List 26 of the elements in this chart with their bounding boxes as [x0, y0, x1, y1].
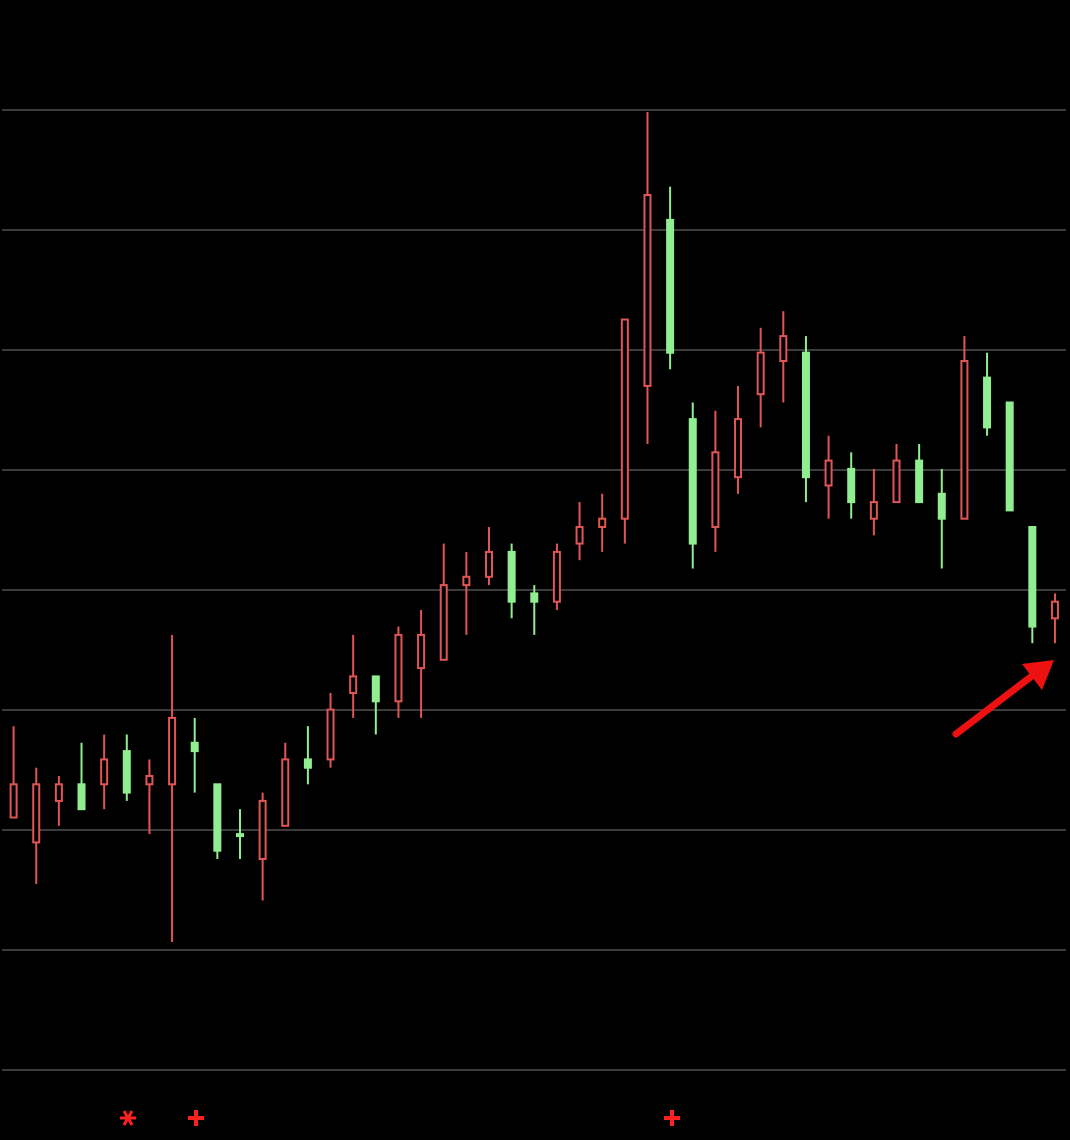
candlestick [575, 501, 584, 562]
candlestick [190, 716, 199, 794]
candlestick [756, 326, 765, 429]
candlestick [303, 725, 312, 786]
candlestick [122, 733, 131, 802]
candlestick [417, 609, 426, 719]
candlestick [235, 808, 244, 860]
candlestick [937, 467, 946, 570]
candlestick [530, 584, 539, 636]
candlestick [9, 725, 18, 819]
candlestick [462, 550, 471, 636]
candlestick [145, 758, 154, 836]
candlestick [1050, 592, 1059, 645]
candlestick [371, 675, 380, 736]
candlestick [915, 443, 924, 504]
candlestick [779, 310, 788, 404]
candlestick [598, 492, 607, 553]
candlestick [485, 526, 494, 587]
candlestick [100, 733, 109, 811]
candlestick [77, 741, 86, 811]
candlestick [349, 633, 358, 719]
candlestick [824, 434, 833, 520]
candlestick [892, 443, 901, 504]
candlestick [869, 467, 878, 537]
candlestick [847, 451, 856, 520]
candlestick [54, 775, 63, 827]
